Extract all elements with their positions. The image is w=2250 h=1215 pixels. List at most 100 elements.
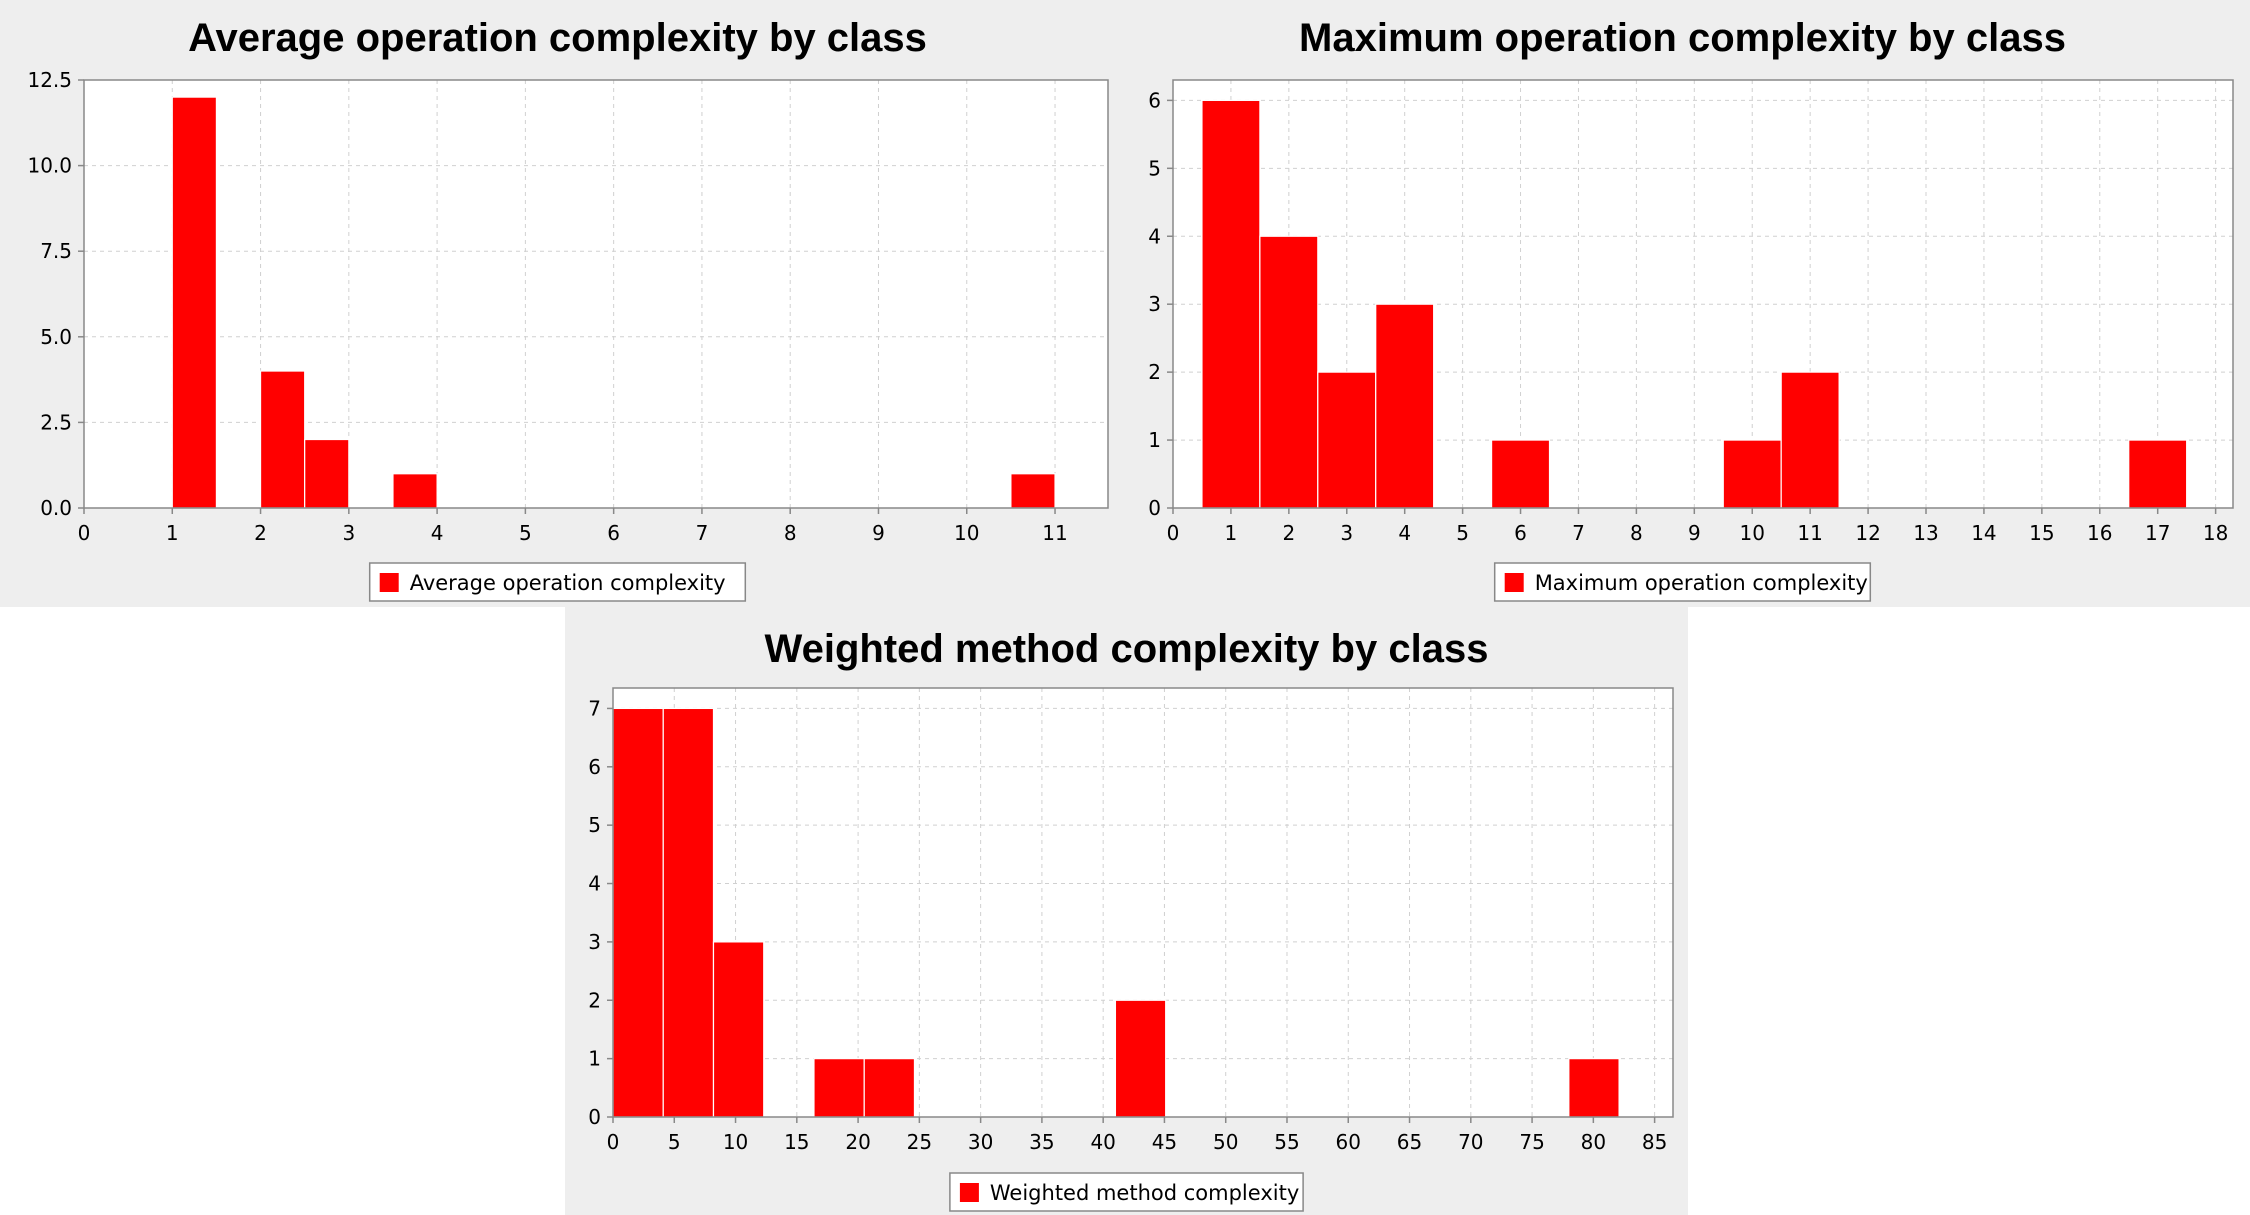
chart-title: Weighted method complexity by class <box>765 627 1489 671</box>
x-tick-label: 55 <box>1274 1130 1299 1154</box>
plot-area <box>84 80 1108 508</box>
chart-weighted-method-complexity: Weighted method complexity by class 0 5 10 1… <box>588 627 1674 1212</box>
x-tick-label: 2 <box>1282 521 1295 545</box>
legend-label: Average operation complexity <box>410 571 726 595</box>
legend-label: Weighted method complexity <box>990 1181 1299 1205</box>
legend-swatch <box>1504 573 1524 592</box>
y-tick-label: 2 <box>588 988 601 1012</box>
x-tick-label: 9 <box>872 521 885 545</box>
histogram-bar <box>1010 473 1056 509</box>
plot-border <box>83 79 1109 509</box>
histogram-bar <box>1780 371 1840 509</box>
x-tick-label: 60 <box>1336 1130 1361 1154</box>
legend-box <box>368 562 747 602</box>
histogram-bar <box>1259 235 1319 509</box>
x-tick-label: 8 <box>1630 521 1643 545</box>
x-tick-label: 30 <box>968 1130 993 1154</box>
x-tick-label: 40 <box>1090 1130 1115 1154</box>
x-tick-label: 7 <box>696 521 709 545</box>
x-tick-label: 85 <box>1642 1130 1667 1154</box>
x-tick-label: 8 <box>784 521 797 545</box>
y-tick-label: 6 <box>1148 88 1161 112</box>
x-tick-label: 1 <box>166 521 179 545</box>
chart-panel-weighted: Weighted method complexity by class 0 5 10 1… <box>565 607 1688 1215</box>
chart-panel-maximum: Maximum operation complexity by class 0 1 2… <box>1115 0 2250 607</box>
histogram-bar <box>171 96 218 509</box>
y-tick-label: 12.5 <box>27 68 72 92</box>
y-tick-label: 1 <box>1148 428 1161 452</box>
x-tick-label: 0 <box>1167 521 1180 545</box>
x-tick-label: 4 <box>431 521 444 545</box>
x-tick-label: 7 <box>1572 521 1585 545</box>
histogram-bar <box>392 473 438 509</box>
y-tick-label: 0 <box>1148 496 1161 520</box>
x-tick-label: 10 <box>1740 521 1765 545</box>
y-tick-label: 5.0 <box>40 325 72 349</box>
x-tick-label: 16 <box>2087 521 2112 545</box>
x-tick-label: 3 <box>1340 521 1353 545</box>
x-tick-label: 17 <box>2145 521 2170 545</box>
x-tick-label: 18 <box>2203 521 2228 545</box>
y-tick-label: 7.5 <box>40 239 72 263</box>
x-tick-label: 45 <box>1152 1130 1177 1154</box>
y-tick-label: 6 <box>588 755 601 779</box>
y-tick-label: 0 <box>588 1105 601 1129</box>
y-tick-label: 10.0 <box>27 154 72 178</box>
x-tick-label: 9 <box>1688 521 1701 545</box>
x-tick-label: 11 <box>1797 521 1822 545</box>
y-tick-label: 1 <box>588 1047 601 1071</box>
legend-box <box>1493 562 1872 602</box>
histogram-bar <box>612 707 664 1118</box>
y-tick-label: 3 <box>588 930 601 954</box>
x-tick-label: 5 <box>668 1130 681 1154</box>
x-tick-label: 65 <box>1397 1130 1422 1154</box>
histogram-bar <box>259 370 306 509</box>
y-tick-label: 0.0 <box>40 496 72 520</box>
x-tick-label: 70 <box>1458 1130 1483 1154</box>
x-tick-label: 6 <box>1514 521 1527 545</box>
x-tick-label: 11 <box>1042 521 1067 545</box>
histogram-bar <box>1490 439 1551 509</box>
histogram-bar <box>304 438 350 509</box>
x-tick-label: 14 <box>1971 521 1996 545</box>
x-tick-label: 10 <box>723 1130 748 1154</box>
x-tick-label: 80 <box>1581 1130 1606 1154</box>
histogram-bar <box>1201 99 1261 509</box>
x-tick-label: 20 <box>845 1130 870 1154</box>
y-tick-label: 3 <box>1148 292 1161 316</box>
x-tick-label: 5 <box>519 521 532 545</box>
x-tick-label: 75 <box>1519 1130 1544 1154</box>
histogram-bar <box>2128 439 2188 509</box>
legend-swatch <box>379 573 399 592</box>
y-tick-label: 2.5 <box>40 410 72 434</box>
x-tick-label: 15 <box>2029 521 2054 545</box>
x-tick-label: 0 <box>78 521 91 545</box>
plot-border <box>1172 79 2234 509</box>
x-tick-label: 15 <box>784 1130 809 1154</box>
x-tick-label: 3 <box>342 521 355 545</box>
histogram-bar <box>1722 439 1782 509</box>
y-tick-label: 5 <box>1148 156 1161 180</box>
x-tick-label: 50 <box>1213 1130 1238 1154</box>
x-tick-label: 25 <box>907 1130 932 1154</box>
x-tick-label: 35 <box>1029 1130 1054 1154</box>
x-tick-label: 6 <box>607 521 620 545</box>
y-tick-label: 5 <box>588 813 601 837</box>
chart-title: Maximum operation complexity by class <box>1299 16 2066 60</box>
histogram-bar <box>712 941 765 1118</box>
y-tick-label: 2 <box>1148 360 1161 384</box>
x-tick-label: 2 <box>254 521 267 545</box>
y-tick-label: 4 <box>588 872 601 896</box>
x-tick-label: 13 <box>1913 521 1938 545</box>
legend-box <box>949 1172 1304 1212</box>
histogram-bar <box>1114 999 1167 1118</box>
x-tick-label: 5 <box>1456 521 1469 545</box>
x-tick-label: 1 <box>1225 521 1238 545</box>
histogram-bar <box>813 1058 865 1118</box>
legend-label: Maximum operation complexity <box>1535 571 1868 595</box>
y-tick-label: 7 <box>588 696 601 720</box>
x-tick-label: 12 <box>1855 521 1880 545</box>
chart-panel-average: Average operation complexity by class 0 1 2… <box>0 0 1115 607</box>
